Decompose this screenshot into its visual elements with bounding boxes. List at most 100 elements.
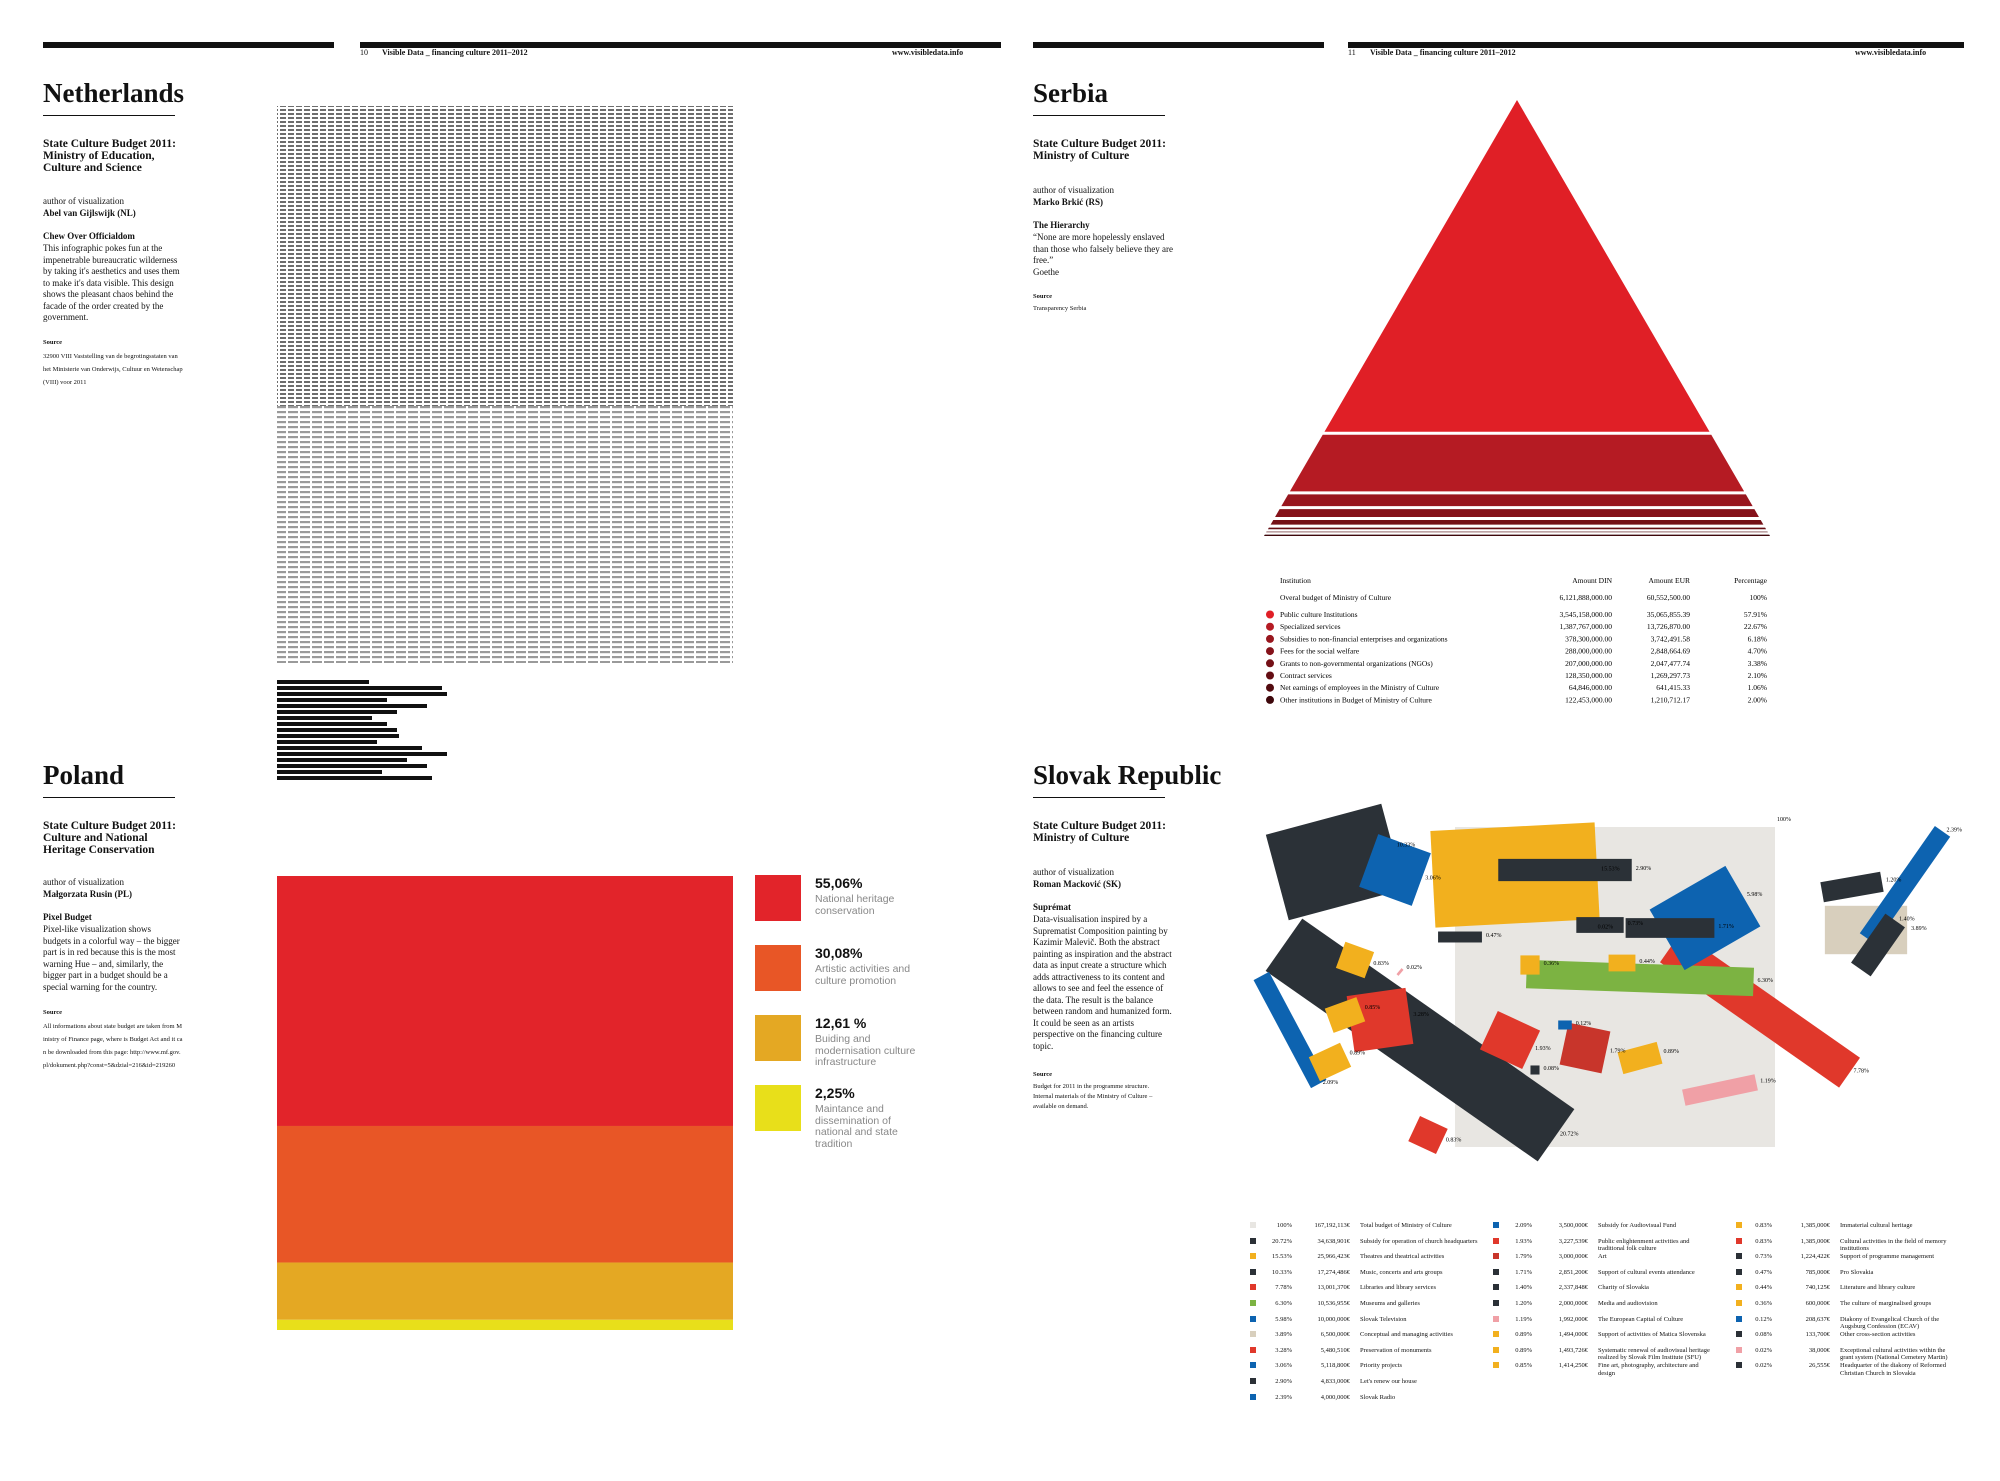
shape bbox=[1265, 918, 1575, 1162]
shape-label: 0.02% bbox=[1598, 925, 1614, 931]
legend-amount: 1,224,422€ bbox=[1800, 1253, 1830, 1261]
legend-value: 10.33% bbox=[1271, 1268, 1292, 1276]
section-title: Poland bbox=[43, 760, 125, 790]
shape-label: 1.79% bbox=[1610, 1048, 1626, 1054]
table-cell: 35,065,855.39 bbox=[1647, 610, 1690, 619]
url: www.visibledata.info bbox=[892, 48, 964, 57]
legend-swatch bbox=[1493, 1222, 1499, 1228]
legend-amount: 1,414,250€ bbox=[1558, 1362, 1588, 1370]
legend-dot bbox=[1266, 659, 1274, 668]
legend-label: Media and audiovision bbox=[1598, 1300, 1658, 1307]
table-cell: 4.70% bbox=[1748, 647, 1767, 656]
table-cell: 6,121,888,000.00 bbox=[1560, 593, 1613, 602]
legend-swatch bbox=[1493, 1253, 1499, 1260]
legend-value: 5.98% bbox=[1275, 1315, 1292, 1323]
source-label: Source bbox=[43, 339, 63, 346]
legend-swatch bbox=[1250, 1300, 1256, 1306]
legend-label: Preservation of monuments bbox=[1360, 1346, 1432, 1354]
table-cell: 3.38% bbox=[1748, 659, 1767, 668]
legend-swatch bbox=[1250, 1268, 1256, 1275]
budget-title: State Culture Budget 2011: Culture and N… bbox=[43, 820, 176, 856]
shape-label: 0.02% bbox=[1407, 965, 1423, 971]
shape bbox=[1396, 968, 1404, 976]
legend-label: The culture of marginalised groups bbox=[1840, 1300, 1932, 1307]
legend-dot bbox=[1266, 610, 1274, 619]
legend-label: Maintance and dissemination of national … bbox=[815, 1103, 898, 1150]
legend-value: 0.08% bbox=[1755, 1331, 1772, 1339]
shape bbox=[1559, 1022, 1611, 1074]
shape-label: 0.12% bbox=[1576, 1021, 1592, 1027]
black-bar bbox=[277, 758, 407, 762]
shape bbox=[1851, 913, 1905, 977]
legend-amount: 2,337,848€ bbox=[1558, 1284, 1588, 1292]
viz-title: Chew Over Officialdom bbox=[43, 231, 135, 241]
running-title: Visible Data _ financing culture 2011–20… bbox=[1370, 48, 1516, 57]
legend-swatch bbox=[1250, 1362, 1256, 1369]
shape-label: 1.20% bbox=[1886, 878, 1902, 884]
page-number: 11 bbox=[1348, 48, 1356, 57]
legend-label: Total budget of Ministry of Culture bbox=[1360, 1222, 1452, 1229]
legend-value: 6.30% bbox=[1275, 1300, 1292, 1307]
description: This infographic pokes fun at the impene… bbox=[43, 243, 180, 322]
legend-amount: 167,192,113€ bbox=[1314, 1222, 1350, 1229]
author-label: author of visualization bbox=[1033, 185, 1114, 195]
table-header: Amount DIN bbox=[1572, 576, 1612, 585]
shape-label: 5.98% bbox=[1747, 892, 1763, 898]
shape-label: 0.83% bbox=[1446, 1137, 1462, 1143]
legend-amount: 1,493,726€ bbox=[1558, 1346, 1588, 1354]
legend-swatch bbox=[1250, 1331, 1256, 1338]
top-bar bbox=[1348, 42, 1964, 48]
description: Data-visualisation inspired by a Suprema… bbox=[1033, 914, 1172, 1051]
budget-block bbox=[277, 1125, 733, 1263]
top-bar bbox=[43, 42, 334, 48]
legend-label: Charity of Slovakia bbox=[1598, 1284, 1649, 1292]
legend-value: 2.09% bbox=[1515, 1222, 1532, 1229]
shape-label: 2.39% bbox=[1947, 827, 1963, 833]
legend-swatch bbox=[1493, 1237, 1499, 1244]
legend-amount: 1,385,000€ bbox=[1800, 1222, 1830, 1229]
legend-amount: 2,851,200€ bbox=[1558, 1268, 1588, 1276]
section-title: Slovak Republic bbox=[1033, 760, 1222, 790]
source: Budget for 2011 in the programme structu… bbox=[1033, 1083, 1153, 1110]
legend-label: The European Capital of Culture bbox=[1598, 1315, 1684, 1323]
shape-label: 15.53% bbox=[1601, 867, 1620, 873]
legend-label: Support of programme management bbox=[1840, 1253, 1935, 1261]
legend-label: Exceptional cultural activities within t… bbox=[1840, 1346, 1948, 1362]
source: Transparency Serbia bbox=[1033, 305, 1087, 312]
table-cell: 100% bbox=[1750, 593, 1768, 602]
legend-swatch bbox=[755, 875, 801, 921]
shape bbox=[1359, 834, 1431, 906]
viz-title: Suprémat bbox=[1033, 902, 1071, 912]
source-label: Source bbox=[1033, 293, 1053, 300]
legend-value: 0.47% bbox=[1755, 1268, 1772, 1276]
table-cell: 2,848,664.69 bbox=[1651, 647, 1691, 656]
author: Marko Brkić (RS) bbox=[1033, 197, 1103, 207]
table-cell: Grants to non-governmental organizations… bbox=[1280, 659, 1433, 668]
legend-value: 0.85% bbox=[1515, 1362, 1532, 1370]
black-bar bbox=[277, 692, 447, 696]
legend-swatch bbox=[1736, 1300, 1742, 1306]
pyramid-layer bbox=[1324, 100, 1710, 432]
pyramid-layer bbox=[1289, 434, 1745, 492]
table-cell: 57.91% bbox=[1744, 610, 1767, 619]
legend-amount: 2,000,000€ bbox=[1558, 1300, 1588, 1307]
legend-swatch bbox=[755, 1015, 801, 1061]
legend-value: 3.28% bbox=[1275, 1346, 1292, 1354]
shape bbox=[1859, 826, 1951, 944]
legend-value: 0.44% bbox=[1755, 1284, 1772, 1292]
url: www.visibledata.info bbox=[1855, 48, 1927, 57]
table-cell: 2.10% bbox=[1748, 671, 1767, 680]
legend-value: 12,61 % bbox=[815, 1015, 867, 1031]
shape-label: 100% bbox=[1777, 817, 1791, 823]
shape-label: 0.47% bbox=[1486, 933, 1502, 939]
legend-label: Headquarter of the diakony of Reformed C… bbox=[1840, 1362, 1946, 1377]
shape bbox=[1408, 1115, 1448, 1155]
legend-amount: 4,000,000€ bbox=[1320, 1393, 1350, 1401]
legend-value: 0.02% bbox=[1755, 1362, 1772, 1370]
budget-title: State Culture Budget 2011: Ministry of C… bbox=[1033, 138, 1166, 162]
table-cell: Overal budget of Ministry of Culture bbox=[1280, 593, 1392, 602]
text-wall bbox=[277, 406, 733, 663]
black-bar bbox=[277, 740, 377, 744]
table-cell: 378,300,000.00 bbox=[1565, 634, 1612, 643]
